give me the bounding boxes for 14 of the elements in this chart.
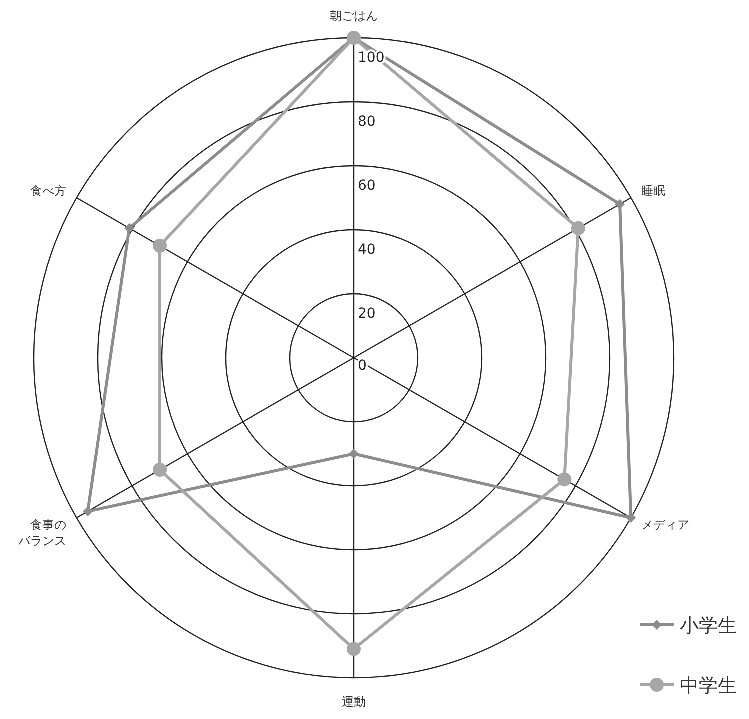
y-tick-label: 80	[358, 114, 376, 130]
spoke-label: 朝ごはん	[330, 9, 378, 23]
y-tick-label: 20	[358, 306, 376, 322]
legend-label: 中学生	[680, 675, 737, 697]
y-tick-label: 0	[358, 358, 367, 374]
y-tick-label: 60	[358, 178, 376, 194]
y-tick-label: 100	[358, 50, 385, 66]
y-tick-label: 40	[358, 242, 376, 258]
spoke-label: メディア	[642, 518, 690, 532]
spoke-label: 運動	[342, 695, 366, 709]
spoke-label: 食べ方	[30, 184, 66, 198]
spoke-label: 睡眠	[642, 184, 666, 198]
legend-label: 小学生	[680, 615, 737, 637]
spoke-label: 食事のバランス	[17, 518, 66, 548]
